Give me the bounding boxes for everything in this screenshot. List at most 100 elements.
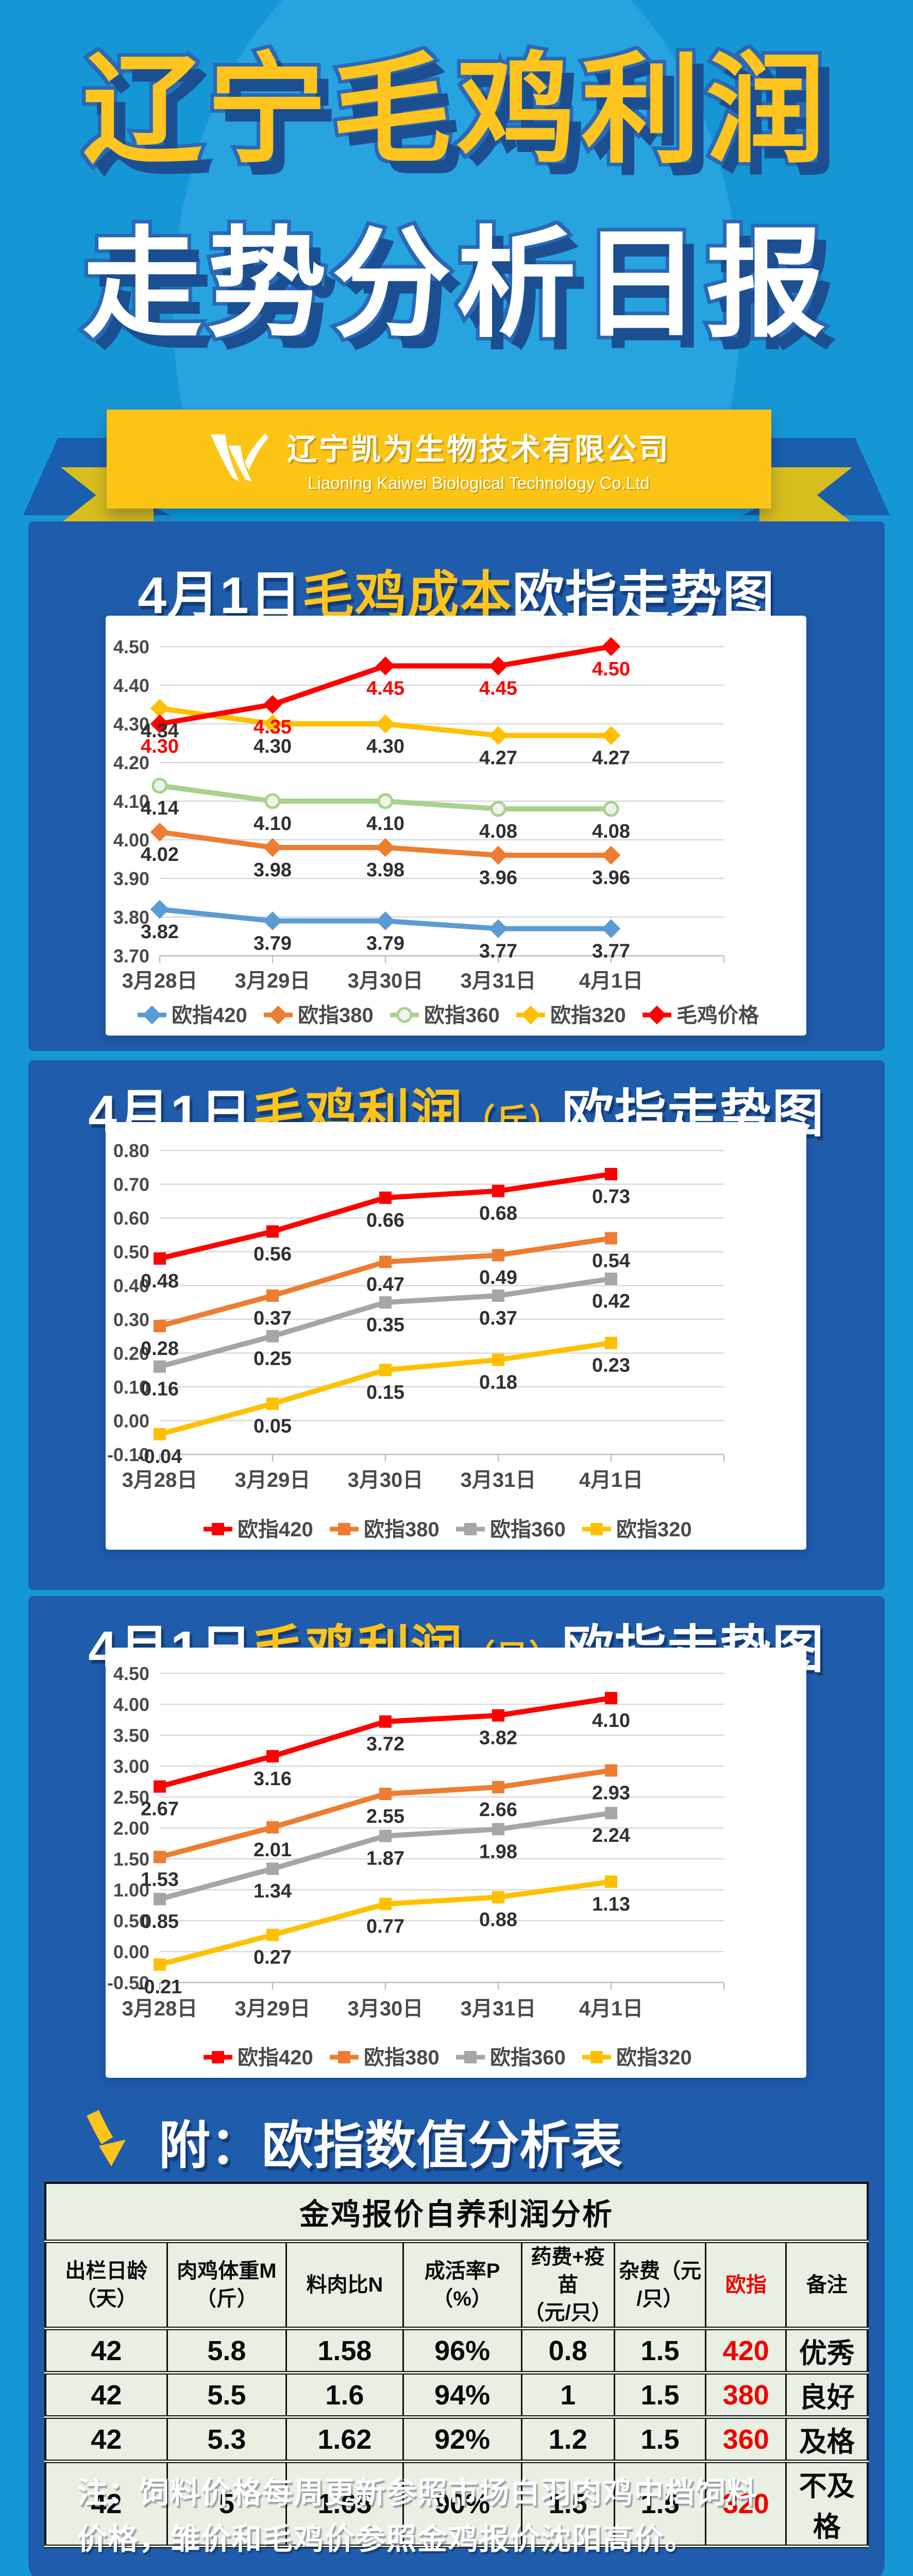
- table-cell: 420: [705, 2328, 787, 2375]
- footnote-text: 注：饲料价格每周更新参照市场白羽肉鸡中档饲料 价格，雏价和毛鸡价参照金鸡报价沈阳…: [77, 2476, 758, 2556]
- svg-text:1.98: 1.98: [479, 1841, 517, 1862]
- svg-text:2.67: 2.67: [141, 1799, 179, 1820]
- svg-text:1.53: 1.53: [141, 1869, 179, 1890]
- table-cell: 优秀: [785, 2328, 869, 2375]
- table-title-row: 金鸡报价自养利润分析: [44, 2182, 869, 2243]
- svg-text:欧指360: 欧指360: [490, 1518, 566, 1541]
- svg-text:3.70: 3.70: [113, 945, 149, 967]
- svg-text:4.50: 4.50: [113, 636, 149, 657]
- table-cell: 1.2: [520, 2416, 615, 2463]
- svg-text:2.93: 2.93: [592, 1782, 630, 1804]
- analysis-table: 金鸡报价自养利润分析 出栏日龄 （天） 肉鸡体重M （斤） 料肉比N 成活率P （%）药…: [44, 2182, 869, 2548]
- table-cell: 42: [44, 2328, 168, 2375]
- down-right-arrow-icon: [77, 2109, 139, 2173]
- svg-text:0.48: 0.48: [141, 1270, 179, 1292]
- table-cell: 90%: [402, 2461, 522, 2548]
- svg-text:2.66: 2.66: [479, 1799, 517, 1821]
- svg-text:4.30: 4.30: [366, 736, 404, 757]
- svg-text:2.00: 2.00: [113, 1818, 149, 1839]
- svg-text:3月31日: 3月31日: [461, 970, 536, 992]
- svg-text:0.77: 0.77: [366, 1916, 404, 1938]
- analysis-heading-row: 附：欧指数值分析表: [77, 2104, 622, 2178]
- svg-text:4.30: 4.30: [141, 736, 179, 757]
- table-cell: 94%: [402, 2372, 522, 2419]
- svg-text:0.18: 0.18: [479, 1371, 517, 1393]
- svg-text:1.50: 1.50: [113, 1849, 149, 1870]
- svg-text:0.25: 0.25: [253, 1348, 292, 1370]
- profit-per-jin-chart: -0.10 0.00 0.10 0.20 0.30 0.40 0.50 0.60 0.70 0.8…: [106, 1122, 806, 1550]
- svg-text:0.80: 0.80: [113, 1140, 149, 1161]
- svg-text:3.96: 3.96: [479, 867, 517, 889]
- svg-text:4.10: 4.10: [366, 813, 404, 835]
- svg-text:0.40: 0.40: [113, 1275, 149, 1296]
- svg-text:0.00: 0.00: [113, 1410, 149, 1431]
- table-cell: 92%: [402, 2416, 522, 2463]
- svg-text:4.10: 4.10: [592, 1710, 630, 1732]
- table-cell: 5.8: [166, 2328, 288, 2375]
- svg-text:2.01: 2.01: [253, 1839, 292, 1861]
- svg-text:2.24: 2.24: [592, 1825, 630, 1846]
- svg-text:4.27: 4.27: [479, 748, 517, 769]
- svg-text:0.20: 0.20: [113, 1343, 149, 1364]
- table-header-cell: 备注: [785, 2241, 869, 2330]
- svg-text:欧指380: 欧指380: [298, 1004, 374, 1027]
- svg-text:3月31日: 3月31日: [461, 1469, 536, 1492]
- svg-text:4.00: 4.00: [113, 829, 149, 851]
- table-cell: 5: [166, 2461, 288, 2548]
- company-ribbon: 辽宁凯为生物技术有限公司 Liaoning Kaiwei Biological …: [0, 410, 913, 528]
- svg-text:4.45: 4.45: [479, 678, 517, 700]
- svg-text:0.28: 0.28: [141, 1338, 179, 1360]
- company-logo-icon: [208, 432, 268, 486]
- svg-text:4月1日: 4月1日: [579, 1469, 644, 1492]
- chart-svg: -0.10 0.00 0.10 0.20 0.30 0.40 0.50 0.60 0.70 0.8…: [107, 1140, 725, 1541]
- svg-text:2.55: 2.55: [366, 1806, 404, 1827]
- table-cell: 1.5: [520, 2461, 615, 2548]
- svg-text:3.77: 3.77: [479, 941, 517, 962]
- chart-svg: -0.50 0.00 0.50 1.00 1.50 2.00 2.50 3.00 3.50 4.0…: [107, 1663, 725, 2069]
- svg-text:3.82: 3.82: [141, 921, 179, 943]
- svg-text:3月29日: 3月29日: [235, 1997, 311, 2020]
- table-cell: 320: [705, 2461, 787, 2548]
- company-name-block: 辽宁凯为生物技术有限公司 Liaoning Kaiwei Biological …: [287, 425, 670, 493]
- svg-text:0.15: 0.15: [366, 1382, 404, 1403]
- table-row: 42 5.8 1.58 96% 0.8 1.5 420 优秀: [44, 2328, 869, 2375]
- svg-text:欧指360: 欧指360: [424, 1004, 500, 1027]
- section-panel-cost: 4月1日毛鸡成本欧指走势图 3.70 3.80 3.90 4.00 4.10 4.20 4.…: [28, 521, 885, 1051]
- svg-text:0.73: 0.73: [592, 1186, 630, 1208]
- svg-text:0.00: 0.00: [113, 1941, 149, 1962]
- svg-text:3月30日: 3月30日: [348, 1469, 424, 1492]
- svg-text:0.10: 0.10: [113, 1377, 149, 1398]
- table-cell: 不及格: [785, 2461, 869, 2548]
- svg-text:0.30: 0.30: [113, 1309, 149, 1330]
- heading-date: 4月1日: [138, 567, 302, 624]
- svg-text:0.68: 0.68: [479, 1203, 517, 1225]
- svg-text:3.82: 3.82: [479, 1727, 517, 1749]
- svg-text:0.85: 0.85: [141, 1911, 179, 1933]
- svg-text:0.16: 0.16: [141, 1379, 179, 1400]
- analysis-heading: 附：欧指数值分析表: [159, 2117, 622, 2175]
- table-cell: 1.58: [285, 2328, 404, 2375]
- profit-per-bird-chart: -0.50 0.00 0.50 1.00 1.50 2.00 2.50 3.00 3.50 4.0…: [106, 1648, 806, 2078]
- svg-text:毛鸡价格: 毛鸡价格: [677, 1004, 759, 1027]
- svg-text:欧指420: 欧指420: [172, 1004, 247, 1027]
- svg-text:-0.50: -0.50: [107, 1972, 149, 1993]
- svg-text:4.14: 4.14: [141, 798, 179, 819]
- svg-text:欧指420: 欧指420: [238, 1518, 313, 1541]
- svg-text:3.98: 3.98: [366, 859, 404, 881]
- svg-text:3.96: 3.96: [592, 867, 630, 889]
- svg-text:4.30: 4.30: [113, 714, 149, 735]
- svg-text:4月1日: 4月1日: [579, 1997, 644, 2020]
- svg-text:0.37: 0.37: [479, 1308, 517, 1329]
- svg-text:4.08: 4.08: [479, 821, 517, 842]
- svg-text:2.50: 2.50: [113, 1787, 149, 1808]
- table-cell: 1.62: [285, 2416, 404, 2463]
- table-cell: 1: [520, 2372, 615, 2419]
- table-header-cell: 出栏日龄 （天）: [44, 2241, 168, 2330]
- svg-text:3月28日: 3月28日: [122, 1997, 198, 2020]
- svg-text:0.50: 0.50: [113, 1910, 149, 1931]
- svg-text:-0.10: -0.10: [107, 1444, 149, 1465]
- table-cell: 1.5: [613, 2416, 707, 2463]
- analysis-table-card: 金鸡报价自养利润分析 出栏日龄 （天） 肉鸡体重M （斤） 料肉比N 成活率P （%）药…: [44, 2182, 869, 2548]
- svg-text:1.34: 1.34: [253, 1880, 292, 1902]
- svg-text:4月1日: 4月1日: [579, 970, 644, 992]
